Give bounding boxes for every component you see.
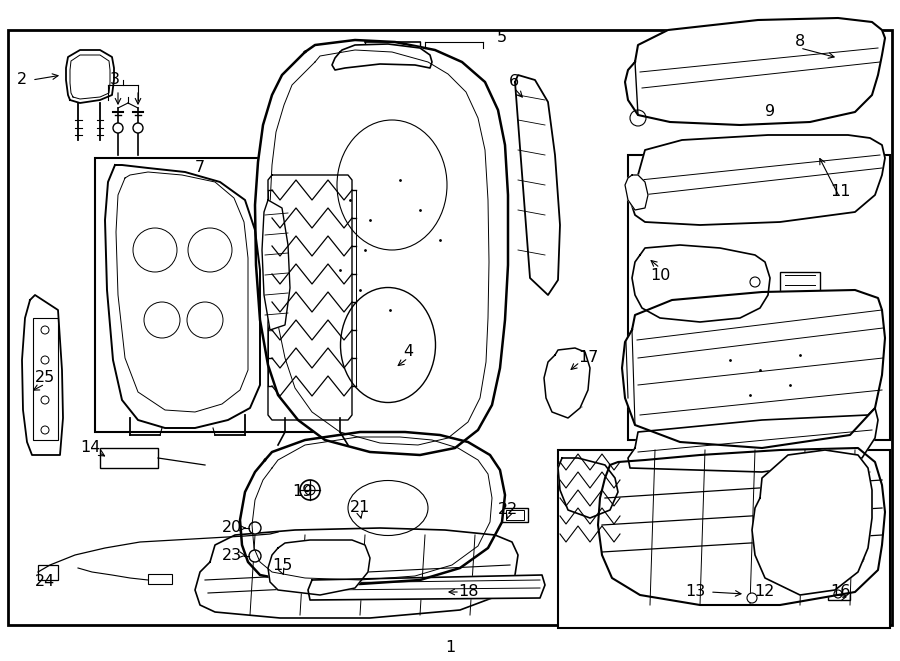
Text: 2: 2	[17, 73, 27, 87]
Circle shape	[133, 228, 177, 272]
Circle shape	[249, 550, 261, 562]
Bar	[362, 510, 370, 520]
Circle shape	[747, 593, 757, 603]
Bar	[95, 158, 355, 432]
Circle shape	[144, 302, 180, 338]
Text: 9: 9	[765, 104, 775, 120]
Circle shape	[41, 426, 49, 434]
Text: 13: 13	[685, 584, 705, 600]
Polygon shape	[268, 540, 370, 595]
Bar	[628, 155, 890, 440]
Text: 15: 15	[272, 557, 292, 572]
Circle shape	[769, 504, 781, 516]
Circle shape	[187, 302, 223, 338]
Polygon shape	[262, 200, 290, 330]
Text: 10: 10	[650, 268, 670, 282]
Circle shape	[133, 123, 143, 133]
Circle shape	[113, 123, 123, 133]
Bar	[558, 450, 890, 628]
Bar	[33, 318, 58, 440]
Text: 6: 6	[508, 75, 519, 89]
Circle shape	[300, 480, 320, 500]
Polygon shape	[240, 432, 505, 584]
Bar	[345, 508, 390, 522]
Text: 17: 17	[578, 350, 599, 366]
Circle shape	[305, 485, 315, 495]
Circle shape	[41, 396, 49, 404]
Polygon shape	[628, 408, 878, 472]
Polygon shape	[752, 450, 872, 595]
Circle shape	[41, 356, 49, 364]
Polygon shape	[195, 528, 518, 618]
Polygon shape	[515, 75, 560, 295]
Polygon shape	[632, 245, 770, 322]
Bar	[488, 508, 528, 522]
Text: 22: 22	[498, 502, 518, 518]
Text: 21: 21	[350, 500, 370, 516]
Text: 14: 14	[80, 440, 100, 455]
Polygon shape	[255, 40, 508, 455]
Bar	[780, 272, 820, 308]
Polygon shape	[22, 295, 63, 455]
Polygon shape	[622, 290, 885, 448]
Polygon shape	[598, 448, 885, 605]
Circle shape	[188, 228, 232, 272]
Text: 3: 3	[110, 73, 120, 87]
Text: 7: 7	[195, 161, 205, 176]
Bar	[506, 510, 524, 520]
Bar	[100, 448, 158, 468]
Polygon shape	[558, 458, 618, 518]
Polygon shape	[630, 135, 885, 225]
Text: 11: 11	[830, 184, 850, 200]
Polygon shape	[66, 50, 114, 103]
Bar	[148, 574, 172, 584]
Text: 24: 24	[35, 574, 55, 590]
Polygon shape	[332, 44, 432, 70]
Circle shape	[249, 522, 261, 534]
Circle shape	[852, 492, 864, 504]
Bar	[492, 510, 502, 520]
Circle shape	[750, 277, 760, 287]
Text: 5: 5	[497, 30, 507, 44]
Text: 12: 12	[754, 584, 774, 600]
Circle shape	[852, 552, 864, 564]
Bar	[828, 582, 850, 600]
Polygon shape	[625, 18, 885, 125]
Circle shape	[834, 590, 842, 598]
Circle shape	[41, 326, 49, 334]
Bar	[350, 510, 358, 520]
Text: 8: 8	[795, 34, 806, 50]
Polygon shape	[544, 348, 590, 418]
Text: 23: 23	[222, 547, 242, 563]
Text: 19: 19	[292, 485, 312, 500]
Bar	[750, 585, 785, 602]
Text: 4: 4	[403, 344, 413, 360]
Polygon shape	[625, 175, 648, 210]
Bar	[38, 565, 58, 580]
Polygon shape	[268, 175, 352, 420]
Text: 1: 1	[445, 641, 455, 656]
Text: 16: 16	[830, 584, 850, 600]
Text: 18: 18	[458, 584, 478, 600]
Bar	[374, 510, 382, 520]
Polygon shape	[308, 575, 545, 600]
Text: 25: 25	[35, 371, 55, 385]
Text: 20: 20	[222, 520, 242, 535]
Polygon shape	[105, 165, 260, 428]
